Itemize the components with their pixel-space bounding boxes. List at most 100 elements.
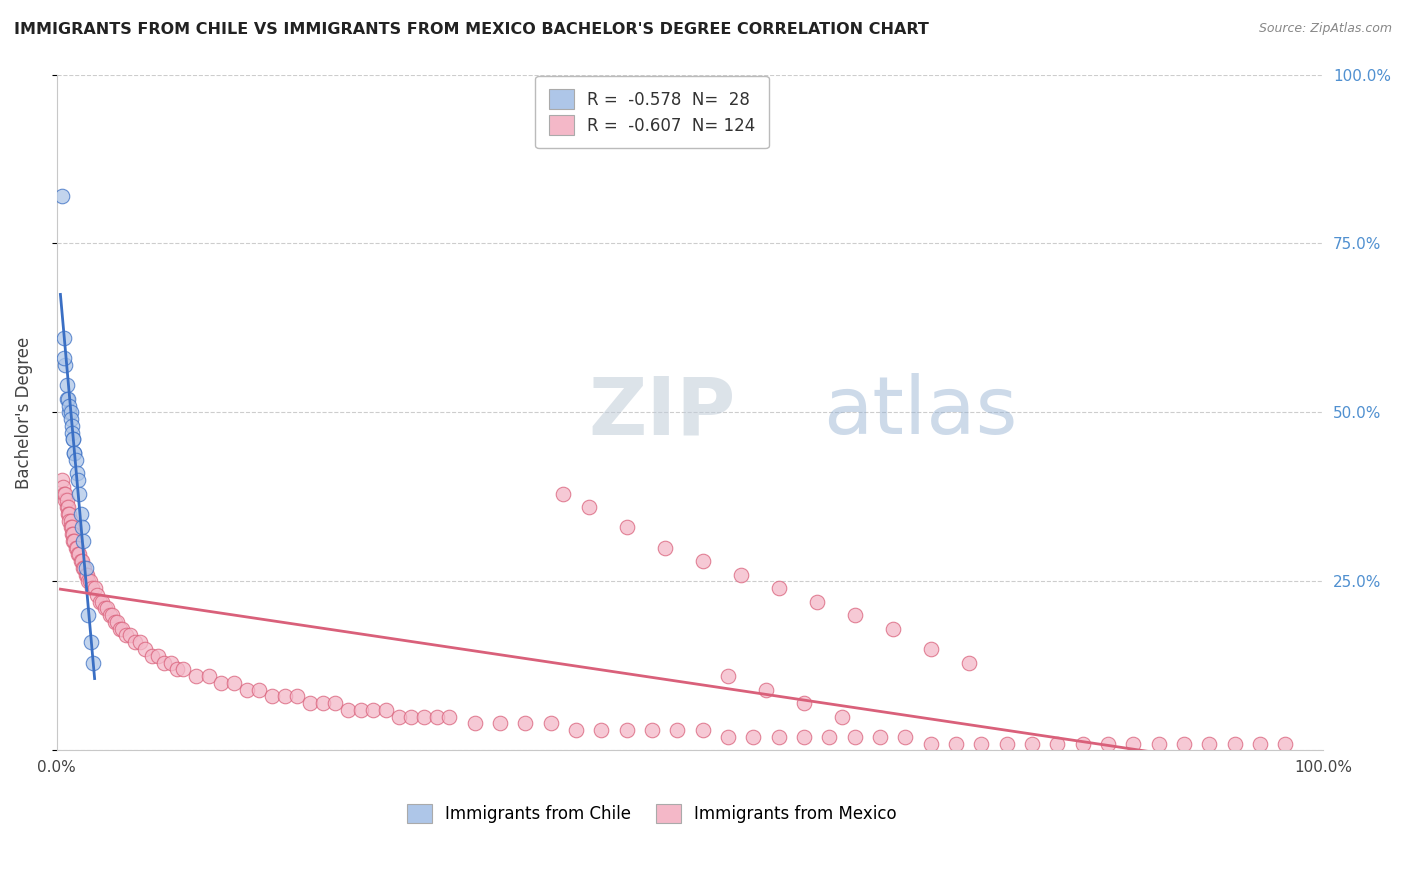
Point bbox=[96, 601, 118, 615]
Point bbox=[55, 493, 77, 508]
Point bbox=[55, 358, 77, 372]
Point bbox=[247, 682, 270, 697]
Point bbox=[166, 662, 188, 676]
Point bbox=[730, 567, 752, 582]
Point bbox=[1147, 737, 1170, 751]
Point bbox=[970, 737, 993, 751]
Point bbox=[1274, 737, 1296, 751]
Point bbox=[920, 737, 942, 751]
Text: IMMIGRANTS FROM CHILE VS IMMIGRANTS FROM MEXICO BACHELOR'S DEGREE CORRELATION CH: IMMIGRANTS FROM CHILE VS IMMIGRANTS FROM… bbox=[14, 22, 929, 37]
Point bbox=[76, 567, 98, 582]
Point bbox=[80, 635, 103, 649]
Point bbox=[59, 520, 82, 534]
Point bbox=[184, 669, 207, 683]
Point bbox=[62, 527, 84, 541]
Point bbox=[86, 588, 108, 602]
Point bbox=[77, 574, 100, 589]
Point bbox=[101, 608, 124, 623]
Point bbox=[995, 737, 1018, 751]
Point bbox=[108, 622, 131, 636]
Point bbox=[129, 635, 152, 649]
Point bbox=[426, 709, 449, 723]
Point bbox=[79, 574, 101, 589]
Point bbox=[53, 351, 76, 366]
Point bbox=[1071, 737, 1094, 751]
Point bbox=[565, 723, 588, 737]
Point bbox=[63, 533, 86, 548]
Point bbox=[146, 648, 169, 663]
Point bbox=[692, 554, 714, 568]
Point bbox=[578, 500, 600, 514]
Point bbox=[464, 716, 486, 731]
Point bbox=[717, 669, 740, 683]
Point bbox=[59, 412, 82, 426]
Point bbox=[641, 723, 664, 737]
Point bbox=[66, 541, 89, 555]
Point bbox=[89, 595, 111, 609]
Point bbox=[104, 615, 127, 629]
Point bbox=[768, 581, 790, 595]
Text: Source: ZipAtlas.com: Source: ZipAtlas.com bbox=[1258, 22, 1392, 36]
Point bbox=[1021, 737, 1043, 751]
Point bbox=[70, 554, 93, 568]
Y-axis label: Bachelor's Degree: Bachelor's Degree bbox=[15, 336, 32, 489]
Point bbox=[115, 628, 138, 642]
Point bbox=[65, 541, 87, 555]
Point bbox=[616, 520, 638, 534]
Point bbox=[91, 595, 114, 609]
Point bbox=[72, 533, 94, 548]
Point bbox=[945, 737, 967, 751]
Point bbox=[666, 723, 689, 737]
Point bbox=[59, 405, 82, 419]
Point bbox=[1046, 737, 1069, 751]
Point bbox=[77, 608, 100, 623]
Text: atlas: atlas bbox=[823, 374, 1018, 451]
Point bbox=[374, 703, 396, 717]
Point bbox=[717, 730, 740, 744]
Point bbox=[72, 561, 94, 575]
Point bbox=[1122, 737, 1144, 751]
Point bbox=[1223, 737, 1246, 751]
Point bbox=[134, 642, 156, 657]
Point bbox=[361, 703, 384, 717]
Point bbox=[63, 446, 86, 460]
Point bbox=[401, 709, 423, 723]
Point bbox=[62, 433, 84, 447]
Point bbox=[591, 723, 613, 737]
Point bbox=[298, 696, 321, 710]
Point bbox=[742, 730, 765, 744]
Point bbox=[844, 608, 866, 623]
Point bbox=[768, 730, 790, 744]
Point bbox=[70, 520, 93, 534]
Point bbox=[273, 690, 295, 704]
Point bbox=[159, 656, 181, 670]
Point bbox=[1097, 737, 1119, 751]
Point bbox=[793, 730, 815, 744]
Point bbox=[67, 486, 90, 500]
Point bbox=[141, 648, 163, 663]
Point bbox=[58, 507, 80, 521]
Point bbox=[235, 682, 257, 697]
Point bbox=[153, 656, 176, 670]
Point bbox=[894, 730, 917, 744]
Point bbox=[285, 690, 308, 704]
Point bbox=[831, 709, 853, 723]
Point bbox=[107, 615, 129, 629]
Point bbox=[80, 581, 103, 595]
Point bbox=[197, 669, 219, 683]
Point bbox=[55, 378, 77, 392]
Point bbox=[260, 690, 283, 704]
Point bbox=[69, 507, 91, 521]
Point bbox=[51, 189, 73, 203]
Point bbox=[818, 730, 841, 744]
Point bbox=[67, 547, 90, 561]
Point bbox=[55, 392, 77, 406]
Point bbox=[413, 709, 436, 723]
Point bbox=[53, 486, 76, 500]
Point bbox=[388, 709, 411, 723]
Point bbox=[124, 635, 146, 649]
Point bbox=[55, 500, 77, 514]
Point bbox=[60, 520, 83, 534]
Point bbox=[93, 601, 115, 615]
Point bbox=[120, 628, 142, 642]
